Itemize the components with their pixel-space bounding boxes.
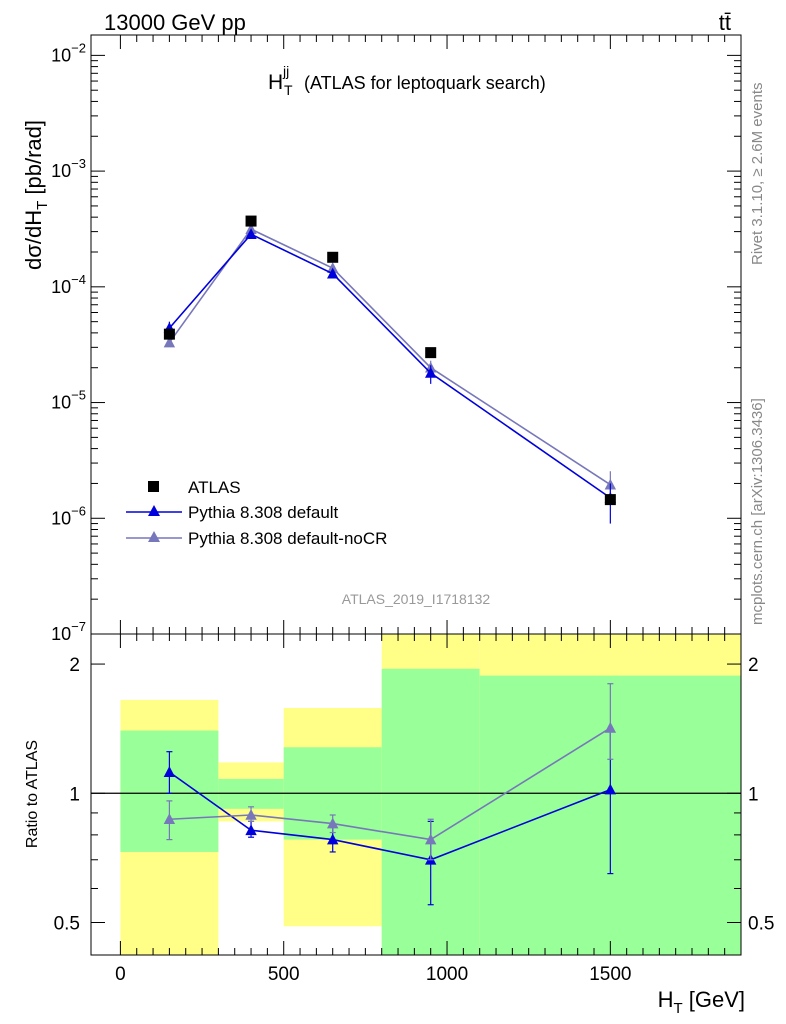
main-y-tick-label: 10−6 — [51, 503, 86, 528]
plot-title-superscript: jj — [282, 63, 289, 79]
plot-title: H — [268, 71, 283, 94]
atlas-data-point — [327, 251, 339, 263]
ratio-x-tick-label: 1000 — [426, 964, 468, 985]
plot-title-subscript: T — [284, 82, 293, 98]
plot-title-main: H — [268, 71, 283, 94]
series-1-point — [327, 267, 339, 279]
series-1-point — [424, 367, 437, 378]
main-y-tick-label: 10−7 — [51, 619, 86, 644]
ratio-x-axis-label: HT [GeV] — [658, 987, 745, 1017]
series-1-point — [245, 228, 257, 239]
legend-atlas-label: ATLAS — [188, 478, 241, 497]
ratio-series-0-point — [327, 833, 339, 845]
atlas-data-point — [425, 347, 437, 359]
ratio-series-0-point — [163, 766, 176, 777]
ratio-y-tick-label: 2 — [69, 655, 80, 676]
ratio-x-tick-label: 0 — [115, 964, 126, 985]
rivet-version-label: Rivet 3.1.10, ≥ 2.6M events — [749, 83, 766, 266]
atlas-data-point — [245, 215, 257, 227]
legend-nocr-marker — [148, 531, 160, 542]
atlas-data-point — [163, 328, 175, 340]
series-1-line — [168, 233, 611, 499]
main-y-tick-label: 10−4 — [51, 272, 86, 297]
legend: ATLAS Pythia 8.308 default Pythia 8.308 … — [126, 478, 387, 548]
plot-title-rest: (ATLAS for leptoquark search) — [304, 73, 546, 93]
main-y-tick-label: 10−2 — [51, 40, 86, 65]
ratio-series-1-point — [163, 813, 176, 825]
series-2-line — [168, 228, 611, 486]
ratio-x-tick-label: 500 — [268, 964, 300, 985]
main-y-axis-label: dσ/dHT [pb/rad] — [21, 120, 51, 270]
atlas-data-point — [604, 494, 616, 506]
analysis-watermark: ATLAS_2019_I1718132 — [342, 591, 491, 607]
main-y-tick-label: 10−3 — [51, 156, 86, 181]
header-energy-label: 13000 GeV pp — [104, 10, 246, 35]
ratio-y-tick-label-right: 0.5 — [748, 913, 774, 934]
mcplots-reference-label: mcplots.cern.ch [arXiv:1306.3436] — [749, 398, 766, 625]
ratio-y-tick-label: 1 — [69, 784, 80, 805]
main-y-tick-label: 10−5 — [51, 388, 86, 413]
ratio-series-1-point — [245, 809, 257, 820]
ratio-panel-frame — [90, 633, 742, 956]
ratio-y-axis-label: Ratio to ATLAS — [24, 740, 41, 848]
main-panel: 10−7 10−6 10−5 10−4 10−3 10−2 H jj T (ATLAS f… — [21, 34, 742, 644]
ratio-series-0-point — [604, 783, 617, 795]
legend-nocr-label: Pythia 8.308 default-noCR — [188, 529, 387, 548]
ratio-series-0-point — [245, 824, 257, 836]
ratio-panel: 0.5 0.5 1 1 2 2 0 500 1000 1500 Ratio to ATLAS HT… — [24, 633, 774, 1017]
header-process-label: tt̄ — [719, 10, 731, 35]
legend-atlas-marker — [148, 481, 159, 492]
legend-default-marker — [148, 505, 160, 516]
series-2-point — [327, 262, 339, 273]
ratio-series-1-point — [424, 833, 437, 845]
ratio-series-1-point — [327, 817, 339, 829]
ratio-y-tick-label: 0.5 — [54, 913, 80, 934]
ratio-x-tick-label: 1500 — [589, 964, 631, 985]
ratio-y-tick-label-right: 1 — [748, 784, 759, 805]
legend-default-label: Pythia 8.308 default — [188, 503, 339, 522]
ratio-y-tick-label-right: 2 — [748, 655, 759, 676]
ratio-series-1-point — [604, 721, 617, 733]
series-2-point — [163, 336, 176, 348]
ratio-inner-band — [381, 668, 480, 955]
